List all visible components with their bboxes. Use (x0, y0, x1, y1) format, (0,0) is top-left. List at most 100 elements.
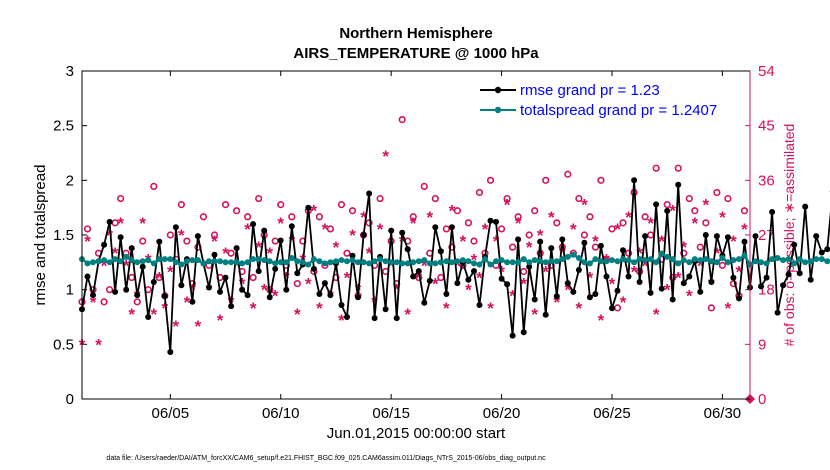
data-point-totalspread (349, 257, 356, 264)
obs-assimilated-point: * (642, 256, 649, 275)
data-point-totalspread (774, 255, 781, 261)
data-point-rmse (344, 314, 350, 320)
obs-possible-point (525, 231, 533, 239)
data-point-rmse (625, 273, 632, 280)
data-point-rmse (172, 224, 179, 231)
data-point-rmse (597, 242, 604, 249)
data-point-totalspread (691, 256, 698, 263)
data-point-rmse (211, 251, 218, 258)
obs-possible-point (293, 279, 301, 288)
obs-assimilated-point: * (261, 281, 268, 300)
data-point-totalspread (752, 258, 759, 265)
obs-possible-point (442, 225, 450, 233)
obs-assimilated-point: * (460, 232, 467, 251)
obs-assimilated-point: * (559, 244, 566, 263)
x-tick-label: 06/10 (262, 405, 300, 422)
data-point-rmse (465, 276, 472, 283)
data-point-totalspread (758, 259, 764, 266)
obs-possible-point (221, 201, 230, 209)
data-point-totalspread (504, 259, 511, 266)
data-point-rmse (206, 284, 212, 291)
data-point-totalspread (283, 259, 290, 266)
data-point-rmse (824, 246, 830, 253)
obs-possible-point (106, 286, 114, 294)
obs-assimilated-point: * (620, 293, 627, 312)
obs-assimilated-point: * (366, 244, 373, 263)
obs-possible-point (674, 164, 682, 172)
data-point-totalspread (233, 259, 240, 266)
obs-possible-point (100, 298, 108, 306)
data-point-rmse (636, 279, 643, 285)
data-point-rmse (123, 286, 130, 293)
obs-assimilated-point: * (548, 208, 555, 227)
x-axis-label: Jun.01,2015 00:00:00 start (327, 425, 506, 442)
y-tick-label: 1 (66, 282, 74, 299)
data-point-rmse (614, 287, 621, 294)
obs-assimilated-point: * (658, 232, 665, 251)
data-point-totalspread (531, 257, 538, 264)
y2-tick-label: 9 (758, 336, 766, 353)
data-point-totalspread (807, 258, 814, 265)
data-point-totalspread (305, 261, 312, 268)
obs-possible-point (166, 231, 174, 239)
obs-assimilated-point: * (239, 275, 246, 294)
data-point-rmse (531, 296, 538, 303)
data-point-rmse (493, 218, 499, 225)
obs-assimilated-point: * (487, 299, 494, 318)
data-point-rmse (443, 291, 450, 297)
x-tick-label: 06/25 (593, 405, 631, 422)
data-point-totalspread (603, 258, 610, 265)
data-point-rmse (553, 293, 560, 300)
obs-assimilated-point: * (636, 244, 643, 263)
data-point-rmse (653, 201, 660, 208)
obs-possible-point (365, 219, 373, 227)
data-point-totalspread (448, 259, 455, 266)
obs-assimilated-point: * (609, 275, 616, 294)
data-point-totalspread (432, 260, 439, 267)
obs-assimilated-point: * (443, 299, 450, 318)
data-point-totalspread (802, 259, 809, 266)
data-point-totalspread (664, 253, 671, 260)
data-point-totalspread (194, 257, 201, 264)
obs-possible-point (288, 213, 296, 221)
data-point-totalspread (316, 258, 323, 265)
data-point-rmse (371, 315, 378, 322)
obs-assimilated-point: * (691, 214, 698, 233)
data-point-rmse (476, 302, 483, 308)
data-point-rmse (813, 233, 820, 240)
obs-assimilated-point: * (382, 147, 389, 166)
obs-assimilated-point: * (333, 238, 340, 257)
obs-assimilated-point: * (161, 299, 168, 318)
obs-assimilated-point: * (537, 226, 544, 245)
obs-assimilated-point: * (377, 220, 384, 239)
obs-assimilated-point: * (542, 262, 549, 281)
data-point-rmse (785, 271, 792, 278)
obs-assimilated-point: * (553, 293, 560, 312)
obs-possible-point (641, 213, 649, 221)
obs-possible-point (227, 249, 235, 257)
obs-possible-point (531, 207, 539, 215)
obs-assimilated-point: * (520, 275, 527, 294)
data-point-totalspread (575, 255, 582, 261)
data-point-totalspread (183, 258, 190, 265)
data-point-totalspread (426, 260, 433, 267)
data-point-rmse (487, 217, 494, 224)
data-point-totalspread (123, 253, 130, 260)
data-point-totalspread (360, 259, 367, 266)
data-point-rmse (752, 233, 759, 240)
data-point-rmse (658, 285, 665, 292)
data-point-totalspread (437, 259, 444, 266)
data-point-rmse (504, 281, 511, 288)
data-point-rmse (228, 303, 235, 310)
data-point-totalspread (266, 258, 273, 265)
obs-possible-point (724, 194, 732, 203)
obs-assimilated-point: * (195, 317, 202, 336)
data-point-totalspread (636, 256, 643, 263)
data-point-totalspread (675, 260, 682, 267)
obs-assimilated-point: * (565, 281, 572, 300)
data-point-rmse (426, 277, 433, 284)
data-point-totalspread (333, 258, 339, 265)
data-point-rmse (415, 268, 422, 275)
data-point-totalspread (443, 258, 450, 265)
data-point-totalspread (736, 256, 742, 263)
